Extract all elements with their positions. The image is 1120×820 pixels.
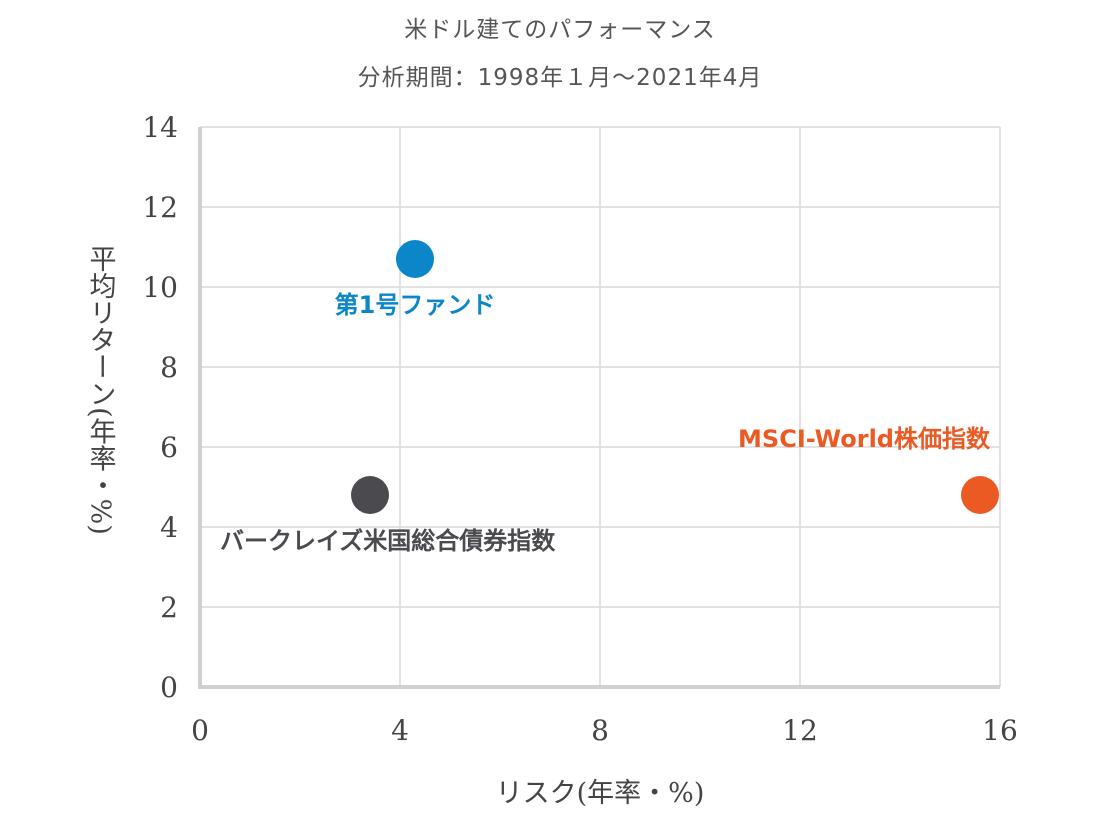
x-tick-labels: 0 4 8 12 16: [191, 714, 1018, 747]
x-tick-label: 16: [982, 714, 1018, 747]
x-tick-label: 8: [591, 714, 609, 747]
data-point: [961, 476, 999, 514]
point-label: 第1号ファンド: [335, 291, 496, 319]
y-tick-label: 4: [160, 511, 178, 544]
y-tick-label: 0: [160, 671, 178, 704]
y-tick-label: 10: [142, 271, 178, 304]
chart-title: 米ドル建てのパフォーマンス: [404, 17, 716, 43]
data-point: [396, 240, 434, 278]
x-tick-label: 4: [391, 714, 409, 747]
point-label: MSCI-World株価指数: [738, 425, 991, 453]
y-axis-label: 平均リターン(年率・%): [85, 245, 117, 535]
x-tick-label: 12: [782, 714, 818, 747]
grid-lines: [200, 126, 1001, 687]
chart-subtitle: 分析期間：1998年１月～2021年4月: [357, 65, 763, 91]
data-point: [351, 476, 389, 514]
y-tick-labels: 0 2 4 6 8 10 12 14: [142, 111, 178, 704]
data-points: [351, 240, 999, 514]
y-tick-label: 2: [160, 591, 178, 624]
point-label: バークレイズ米国総合債券指数: [220, 527, 556, 555]
y-tick-label: 14: [142, 111, 178, 144]
y-tick-label: 8: [160, 351, 178, 384]
x-tick-label: 0: [191, 714, 209, 747]
y-tick-label: 6: [160, 431, 178, 464]
x-axis-label: リスク(年率・%): [496, 778, 705, 809]
y-tick-label: 12: [142, 191, 178, 224]
axes: [198, 127, 1000, 689]
